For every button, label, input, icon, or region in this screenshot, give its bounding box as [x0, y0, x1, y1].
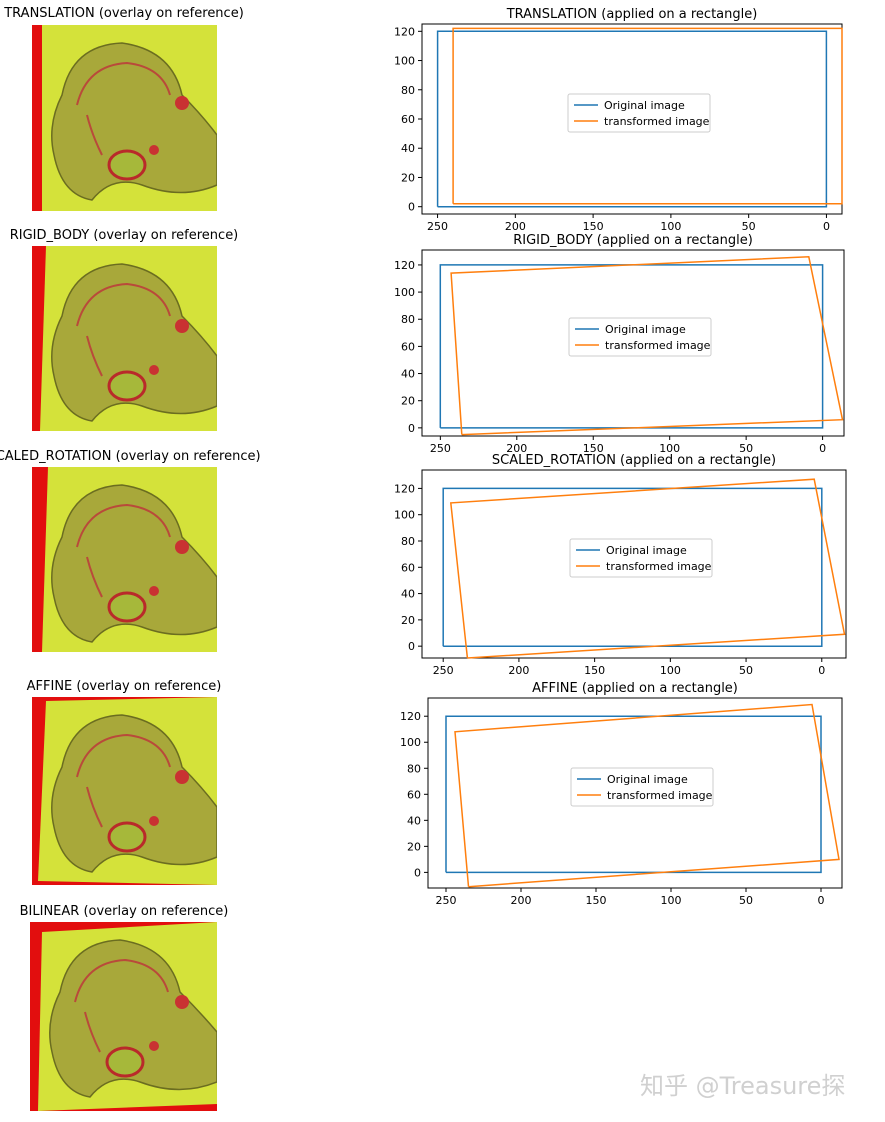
- y-tick-label: 40: [401, 142, 415, 155]
- chart-translation: TRANSLATION (applied on a rectangle) 250 2…: [394, 7, 843, 233]
- x-tick-label: 150: [583, 220, 604, 233]
- x-tick-label: 150: [586, 894, 607, 907]
- y-tick-label: 60: [401, 113, 415, 126]
- chart-title: TRANSLATION (applied on a rectangle): [506, 7, 758, 22]
- chart-title: SCALED_ROTATION (applied on a rectangle): [492, 453, 776, 468]
- y-tick-label: 0: [414, 866, 421, 879]
- x-tick-label: 250: [436, 894, 457, 907]
- x-tick-label: 100: [659, 442, 680, 455]
- plot-frame: [421, 469, 847, 659]
- y-tick-label: 40: [401, 368, 415, 381]
- x-tick-label: 250: [430, 442, 451, 455]
- series-line-transformed-image: [454, 703, 840, 888]
- series-line-transformed-image: [450, 256, 844, 436]
- x-tick-label: 0: [823, 220, 830, 233]
- x-tick-label: 250: [427, 220, 448, 233]
- overlay-title-scaled-rotation: SCALED_ROTATION (overlay on reference): [0, 449, 261, 464]
- x-tick-label: 100: [660, 664, 681, 677]
- legend-label: transformed image: [604, 115, 710, 128]
- legend-label: Original image: [605, 323, 686, 336]
- chart-title: RIGID_BODY (applied on a rectangle): [513, 233, 753, 248]
- chart-scaled-rotation: SCALED_ROTATION (applied on a rectangle)…: [394, 453, 847, 677]
- x-tick-label: 50: [742, 220, 756, 233]
- y-tick-label: 80: [401, 313, 415, 326]
- y-tick-label: 0: [408, 201, 415, 214]
- legend-box: [567, 93, 711, 133]
- x-tick-label: 100: [660, 220, 681, 233]
- plot-frame: [427, 697, 843, 889]
- y-tick-label: 40: [401, 588, 415, 601]
- legend-label: Original image: [607, 773, 688, 786]
- legend-label: transformed image: [605, 339, 711, 352]
- y-tick-label: 100: [394, 55, 415, 68]
- x-tick-label: 0: [818, 894, 825, 907]
- x-tick-label: 100: [661, 894, 682, 907]
- chart-affine: AFFINE (applied on a rectangle)250 200 150…: [400, 681, 843, 907]
- plot-frame: [421, 249, 845, 437]
- y-tick-label: 40: [407, 814, 421, 827]
- chart-rigid-body: RIGID_BODY (applied on a rectangle) 250 20…: [394, 233, 845, 455]
- brain-overlay-image-bilinear: [30, 922, 217, 1111]
- x-tick-label: 200: [506, 442, 527, 455]
- y-tick-label: 80: [407, 762, 421, 775]
- y-tick-label: 100: [394, 509, 415, 522]
- x-tick-label: 200: [505, 220, 526, 233]
- y-tick-label: 100: [394, 286, 415, 299]
- legend-box: [568, 317, 712, 357]
- y-tick-label: 60: [401, 561, 415, 574]
- y-tick-label: 100: [400, 736, 421, 749]
- brain-overlay-image-translation: [32, 25, 217, 211]
- x-tick-label: 0: [818, 664, 825, 677]
- series-line-original-image: [436, 30, 828, 208]
- y-tick-label: 60: [407, 788, 421, 801]
- y-tick-label: 80: [401, 84, 415, 97]
- series-line-original-image: [439, 264, 824, 429]
- y-tick-label: 60: [401, 340, 415, 353]
- overlay-title-bilinear: BILINEAR (overlay on reference): [19, 904, 229, 919]
- legend-label: transformed image: [607, 789, 713, 802]
- overlay-title-rigid-body: RIGID_BODY (overlay on reference): [9, 228, 239, 243]
- x-tick-label: 150: [584, 664, 605, 677]
- overlay-title-affine: AFFINE (overlay on reference): [26, 679, 222, 694]
- x-tick-label: 50: [739, 894, 753, 907]
- y-tick-label: 120: [394, 259, 415, 272]
- x-tick-label: 150: [583, 442, 604, 455]
- y-tick-label: 80: [401, 535, 415, 548]
- brain-overlay-image-affine: [32, 697, 217, 885]
- y-tick-label: 20: [407, 840, 421, 853]
- y-tick-label: 120: [394, 482, 415, 495]
- x-tick-label: 200: [508, 664, 529, 677]
- brain-overlay-image-scaled-rotation: [32, 467, 217, 652]
- brain-overlay-image-rigid-body: [32, 246, 217, 431]
- x-tick-label: 50: [739, 442, 753, 455]
- series-line-original-image: [445, 715, 822, 874]
- y-tick-label: 0: [408, 640, 415, 653]
- legend-box: [570, 767, 714, 807]
- legend-label: Original image: [604, 99, 685, 112]
- y-tick-label: 20: [401, 614, 415, 627]
- y-tick-label: 20: [401, 395, 415, 408]
- legend-label: transformed image: [606, 560, 712, 573]
- x-tick-label: 50: [739, 664, 753, 677]
- overlay-title-translation: TRANSLATION (overlay on reference): [4, 6, 244, 21]
- x-tick-label: 250: [433, 664, 454, 677]
- series-line-transformed-image: [449, 478, 846, 659]
- y-tick-label: 0: [408, 422, 415, 435]
- y-tick-label: 120: [394, 25, 415, 38]
- y-tick-label: 120: [400, 710, 421, 723]
- x-tick-label: 200: [511, 894, 532, 907]
- legend-box: [569, 538, 713, 578]
- series-line-original-image: [442, 487, 823, 647]
- watermark-text: 知乎 @Treasure探: [640, 1072, 846, 1100]
- series-line-transformed-image: [452, 27, 843, 205]
- x-tick-label: 0: [819, 442, 826, 455]
- chart-title: AFFINE (applied on a rectangle): [532, 681, 738, 696]
- y-tick-label: 20: [401, 171, 415, 184]
- legend-label: Original image: [606, 544, 687, 557]
